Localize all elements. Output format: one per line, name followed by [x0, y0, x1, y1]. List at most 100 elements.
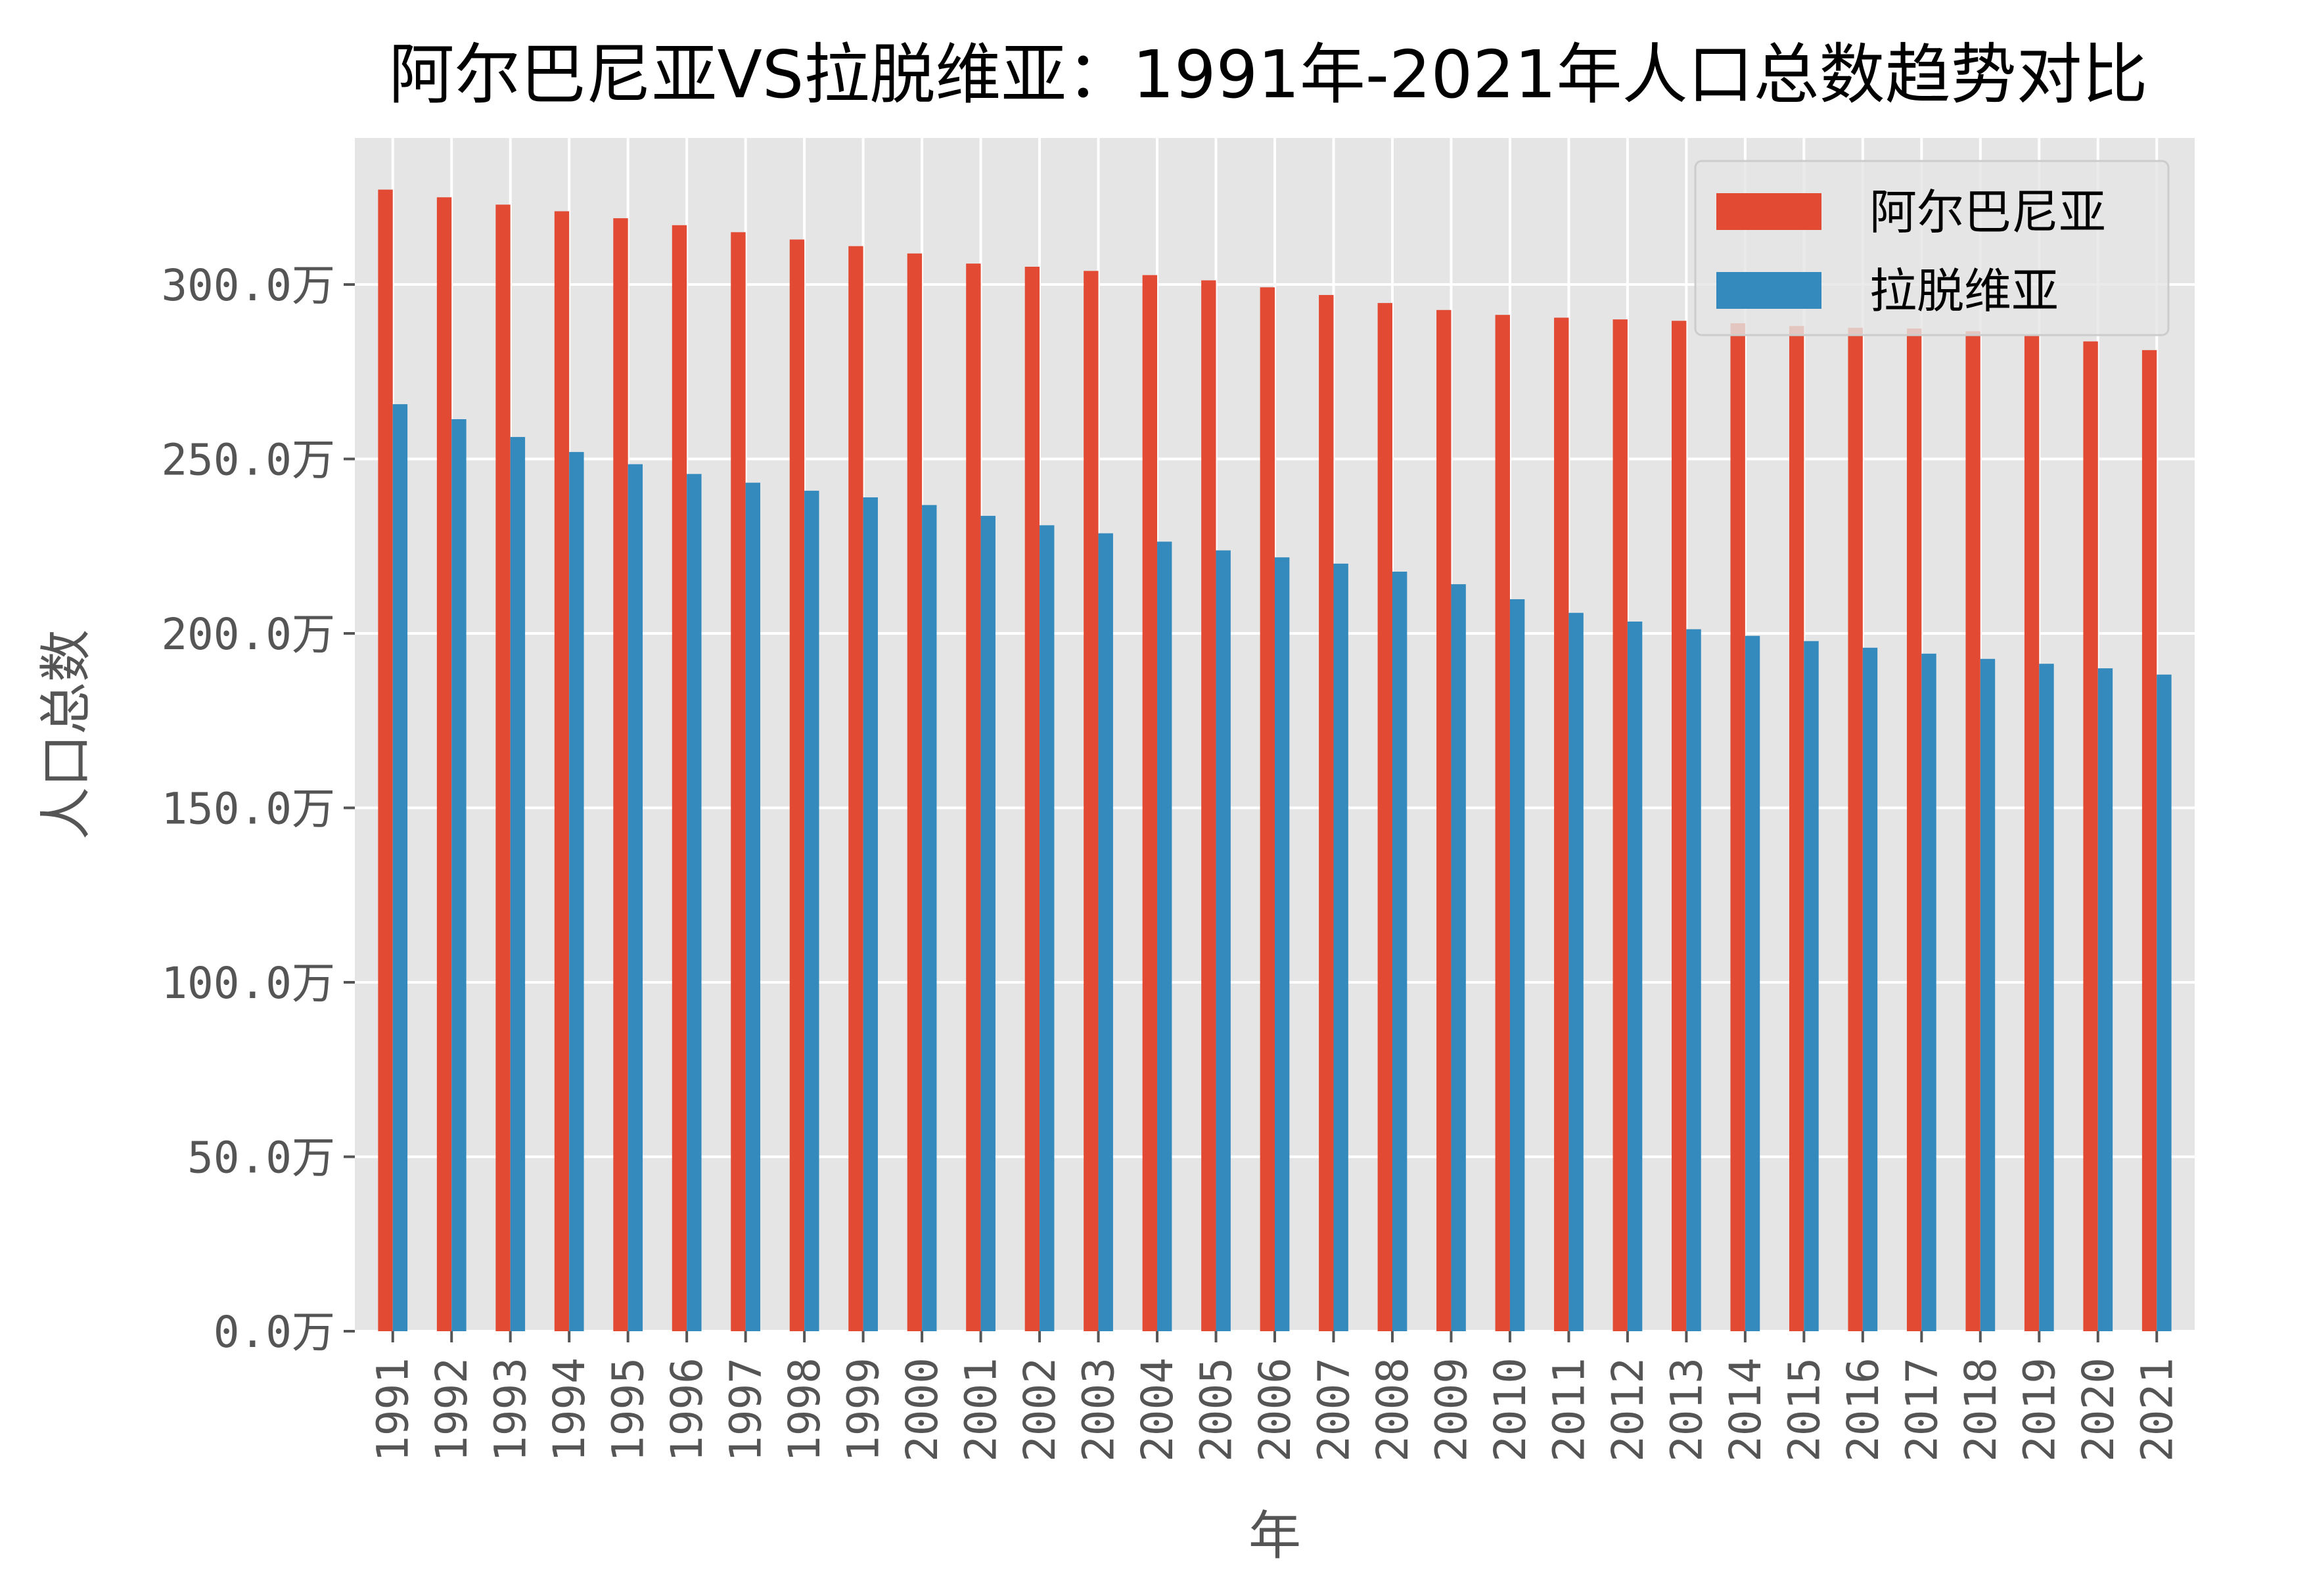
x-tick-label: 2008: [1367, 1357, 1418, 1462]
x-tick-label: 2006: [1250, 1357, 1300, 1462]
bar-latvia-1991: [392, 404, 408, 1331]
x-tick-label: 2019: [2014, 1357, 2065, 1462]
x-tick-label: 2018: [1956, 1357, 2006, 1462]
bar-albania-2011: [1554, 317, 1569, 1332]
bar-albania-1993: [495, 204, 511, 1331]
bar-latvia-2020: [2097, 668, 2113, 1331]
bar-albania-2000: [907, 253, 923, 1332]
bar-latvia-1992: [451, 419, 467, 1332]
x-tick-label: 2011: [1544, 1357, 1594, 1462]
y-tick-label: 0.0万: [214, 1307, 335, 1357]
bar-latvia-2001: [980, 516, 995, 1331]
y-tick-label: 300.0万: [161, 260, 335, 311]
bar-albania-1995: [613, 218, 628, 1331]
bar-latvia-2006: [1275, 557, 1290, 1332]
bar-albania-2008: [1377, 303, 1392, 1331]
legend-swatch-latvia: [1716, 272, 1821, 309]
bar-latvia-1993: [510, 437, 526, 1331]
bar-albania-1998: [789, 239, 805, 1331]
bar-albania-2003: [1084, 271, 1099, 1331]
y-tick-label: 250.0万: [161, 435, 335, 486]
x-tick-label: 2003: [1074, 1357, 1124, 1462]
bar-latvia-1999: [863, 497, 878, 1331]
bar-latvia-2021: [2157, 674, 2172, 1331]
x-tick-label: 2002: [1015, 1357, 1065, 1462]
x-tick-label: 1996: [662, 1357, 712, 1462]
x-tick-label: 2015: [1779, 1357, 1829, 1462]
x-tick-label: 2005: [1191, 1357, 1242, 1462]
bar-latvia-2004: [1157, 541, 1172, 1331]
x-tick-label: 2017: [1896, 1357, 1947, 1462]
bar-latvia-2010: [1509, 599, 1525, 1331]
bar-albania-2014: [1730, 323, 1745, 1331]
bar-latvia-1997: [745, 482, 761, 1331]
bar-latvia-2015: [1804, 641, 1819, 1331]
bar-albania-2005: [1201, 280, 1216, 1331]
series-1: [392, 404, 2172, 1332]
bar-albania-1991: [378, 189, 393, 1331]
bar-albania-2016: [1848, 327, 1863, 1331]
bar-latvia-2009: [1451, 584, 1466, 1331]
bar-latvia-2011: [1568, 612, 1584, 1331]
bar-albania-1999: [848, 246, 863, 1332]
legend-swatch-albania: [1716, 193, 1821, 230]
x-tick-label: 2016: [1838, 1357, 1888, 1462]
bar-albania-2006: [1260, 287, 1275, 1331]
bar-latvia-2019: [2039, 664, 2054, 1331]
x-tick-label: 1997: [721, 1357, 771, 1462]
bar-latvia-2014: [1745, 635, 1760, 1331]
bar-latvia-2013: [1686, 629, 1701, 1331]
bar-latvia-2008: [1392, 572, 1407, 1331]
x-tick-label: 2012: [1603, 1357, 1653, 1462]
x-tick-label: 1994: [544, 1357, 595, 1462]
x-tick-label: 1998: [779, 1357, 830, 1462]
bar-albania-2004: [1142, 275, 1158, 1332]
x-tick-label: 2007: [1308, 1357, 1359, 1462]
x-tick-label: 1993: [486, 1357, 536, 1462]
bar-albania-2017: [1906, 328, 1922, 1331]
x-tick-label: 1992: [426, 1357, 477, 1462]
x-tick-label: 2009: [1426, 1357, 1476, 1462]
x-tick-label: 2020: [2073, 1357, 2124, 1462]
bar-albania-2021: [2141, 350, 2157, 1331]
x-tick-label: 2001: [956, 1357, 1007, 1462]
x-axis: 1991 1992 1993 1994 1995 1996 1997 1998 1999 2000…: [368, 1331, 2182, 1462]
x-tick-label: 2014: [1720, 1357, 1771, 1462]
x-tick-label: 1991: [368, 1357, 419, 1462]
bar-albania-2001: [966, 263, 981, 1331]
y-tick-label: 150.0万: [161, 784, 335, 834]
legend: 阿尔巴尼亚 拉脱维亚: [1694, 160, 2170, 336]
bar-albania-2020: [2083, 341, 2098, 1331]
legend-label-latvia: 拉脱维亚: [1869, 263, 2059, 319]
bar-latvia-1994: [569, 451, 584, 1331]
bar-latvia-1996: [687, 474, 702, 1331]
x-tick-label: 1999: [838, 1357, 889, 1462]
bar-albania-2015: [1789, 326, 1804, 1332]
bar-latvia-2007: [1333, 563, 1348, 1331]
x-tick-label: 2010: [1485, 1357, 1536, 1462]
x-tick-label: 2000: [897, 1357, 948, 1462]
bar-latvia-2012: [1627, 621, 1643, 1331]
bar-albania-2019: [2024, 335, 2040, 1331]
x-tick-label: 2021: [2132, 1357, 2182, 1462]
bars: [378, 189, 2172, 1332]
y-axis: 0.0万 50.0万 100.0万 150.0万 200.0万 250.0万 300.0万: [161, 260, 355, 1357]
x-tick-label: 2013: [1661, 1357, 1712, 1462]
bar-latvia-2018: [1980, 658, 1996, 1331]
bar-latvia-2000: [922, 505, 937, 1331]
bar-albania-1997: [731, 232, 746, 1331]
bar-albania-2002: [1024, 266, 1040, 1332]
y-tick-label: 200.0万: [161, 609, 335, 660]
legend-label-albania: 阿尔巴尼亚: [1869, 185, 2106, 240]
bar-albania-2009: [1436, 309, 1452, 1331]
bar-latvia-2002: [1040, 525, 1055, 1331]
bar-albania-1994: [554, 211, 570, 1331]
bar-latvia-2016: [1862, 647, 1878, 1331]
bar-albania-2013: [1672, 321, 1687, 1331]
bar-latvia-1995: [628, 464, 643, 1332]
series-0: [378, 189, 2157, 1332]
bar-latvia-2017: [1921, 653, 1936, 1332]
bar-albania-1992: [436, 197, 452, 1331]
bar-albania-2007: [1319, 294, 1334, 1331]
